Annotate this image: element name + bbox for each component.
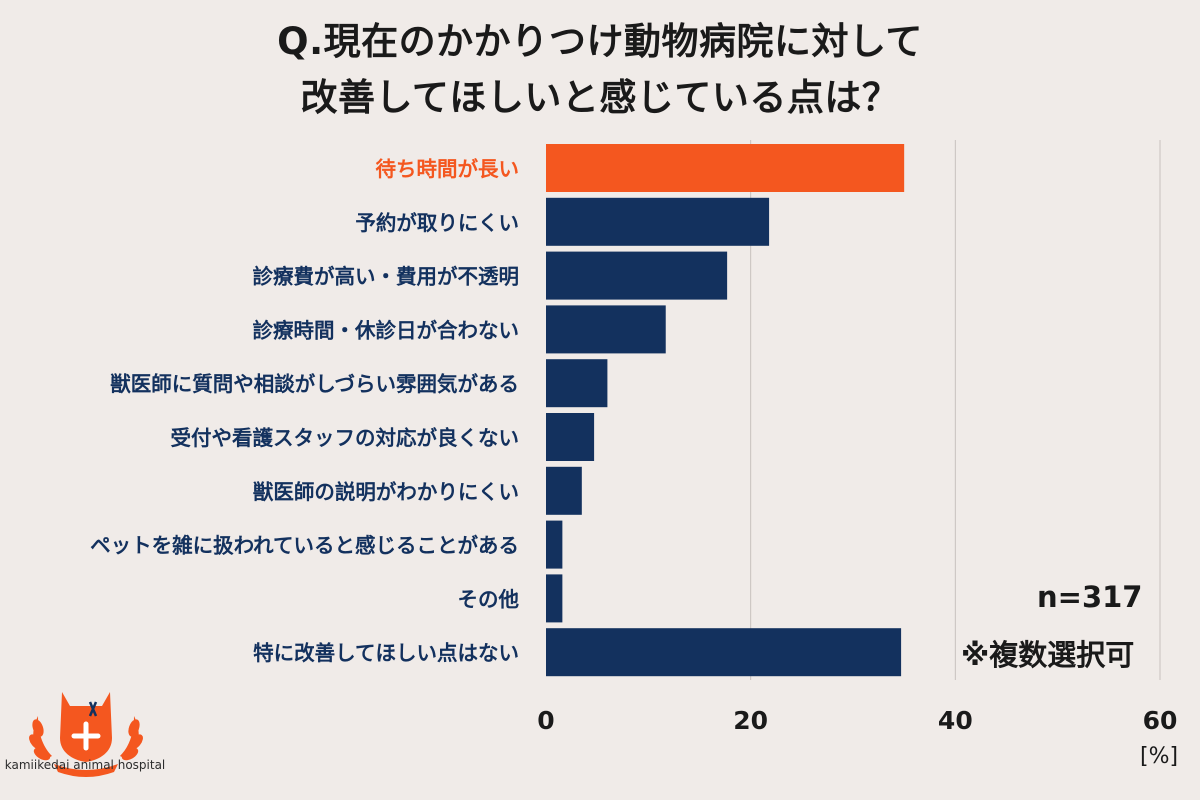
bar bbox=[546, 466, 582, 515]
x-tick-label: 0 bbox=[537, 706, 554, 735]
sample-size-note: n=317 bbox=[1037, 580, 1143, 614]
hospital-name: kamiikedai animal hospital bbox=[4, 758, 166, 772]
category-label: 診療時間・休診日が合わない bbox=[253, 318, 520, 342]
x-tick-label: 40 bbox=[938, 706, 973, 735]
chart-title-line2: 改善してほしいと感じている点は？ bbox=[300, 76, 900, 119]
bar bbox=[546, 144, 905, 192]
chart-title-line1: Q.現在のかかりつけ動物病院に対して bbox=[277, 20, 923, 63]
bar bbox=[546, 413, 595, 461]
category-label: ペットを雑に扱われていると感じることがある bbox=[90, 534, 519, 558]
category-label: 獣医師に質問や相談がしづらい雰囲気がある bbox=[110, 372, 519, 396]
category-label: 診療費が高い・費用が不透明 bbox=[253, 265, 520, 289]
bar bbox=[546, 197, 770, 246]
x-tick-label: 60 bbox=[1143, 706, 1178, 735]
category-label: 待ち時間が長い bbox=[376, 157, 520, 181]
multiple-choice-note: ※複数選択可 bbox=[961, 638, 1135, 672]
bar bbox=[546, 520, 563, 569]
bar bbox=[546, 251, 728, 300]
x-tick-label: 20 bbox=[733, 706, 768, 735]
bar bbox=[546, 305, 666, 354]
chart-title: Q.現在のかかりつけ動物病院に対して 改善してほしいと感じている点は？ bbox=[0, 14, 1200, 126]
bar bbox=[546, 628, 902, 677]
category-label: 予約が取りにくい bbox=[355, 211, 519, 235]
laurel-icon bbox=[29, 716, 143, 761]
unit-label: [%] bbox=[1140, 744, 1179, 769]
category-label: 特に改善してほしい点はない bbox=[253, 641, 519, 665]
category-label: 受付や看護スタッフの対応が良くない bbox=[171, 426, 520, 450]
hospital-logo bbox=[29, 692, 143, 777]
category-label: その他 bbox=[458, 587, 520, 611]
bar bbox=[546, 574, 563, 623]
category-label: 獣医師の説明がわかりにくい bbox=[253, 480, 519, 504]
bar bbox=[546, 359, 608, 408]
